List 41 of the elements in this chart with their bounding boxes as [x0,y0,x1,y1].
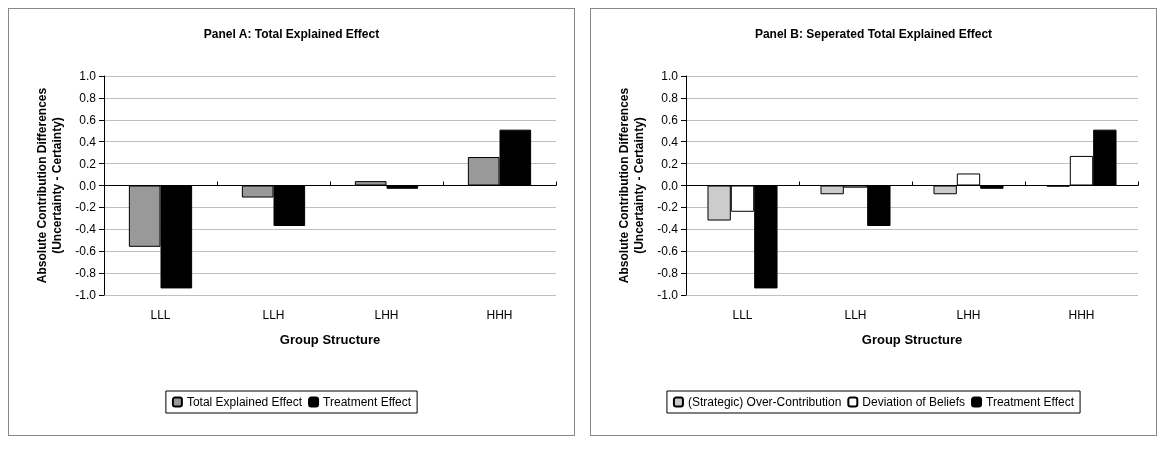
x-tick-label: LLL [150,308,171,322]
legend-label: Treatment Effect [986,395,1075,409]
y-tick-label: -1.0 [75,288,97,302]
x-axis-title: Group Structure [861,332,963,347]
x-tick-label: LHH [374,308,399,322]
x-tick-label: HHH [1068,308,1095,322]
y-tick-label: 0.0 [79,178,97,193]
x-tick-label: LLH [262,308,285,322]
legend-label: (Strategic) Over-Contribution [687,395,842,409]
y-axis-title: Absolute Contribution Differences (Uncertainty - Certainty) [34,87,64,284]
chart-title: Panel B: Seperated Total Explained Effect [754,27,993,41]
chart-title: Panel A: Total Explained Effect [203,27,380,41]
y-tick-label: 0.6 [661,112,679,127]
legend-label: Deviation of Beliefs [862,395,966,409]
y-tick-label: 0.6 [79,112,97,127]
x-axis-title: Group Structure [279,332,381,347]
y-tick-label: 0.2 [661,156,679,171]
y-tick-label: 0.2 [79,156,97,171]
y-tick-label: -0.8 [75,266,97,281]
y-tick-label: -0.2 [75,200,97,215]
y-tick-label: 0.4 [661,134,679,149]
y-tick-label: 0.0 [661,178,679,193]
x-tick-label: HHH [486,308,513,322]
x-tick-label: LHH [956,308,981,322]
y-tick-label: 0.4 [79,134,97,149]
y-tick-label: -0.2 [657,200,679,215]
legend-label: Total Explained Effect [186,395,303,409]
y-tick-label: -0.8 [657,266,679,281]
y-tick-label: -0.6 [75,244,97,259]
y-tick-label: 1.0 [661,69,679,83]
y-tick-label: -0.6 [657,244,679,259]
y-tick-label: -0.4 [75,222,97,237]
y-tick-label: 0.8 [661,90,679,105]
x-tick-label: LLH [844,308,867,322]
y-tick-label: -0.4 [657,222,679,237]
y-tick-label: 1.0 [79,69,97,83]
y-tick-label: 0.8 [79,90,97,105]
y-axis-title: Absolute Contribution Differences (Uncertainty - Certainty) [616,87,646,284]
legend-label: Treatment Effect [323,395,412,409]
y-tick-label: -1.0 [657,288,679,302]
x-tick-label: LLL [732,308,753,322]
